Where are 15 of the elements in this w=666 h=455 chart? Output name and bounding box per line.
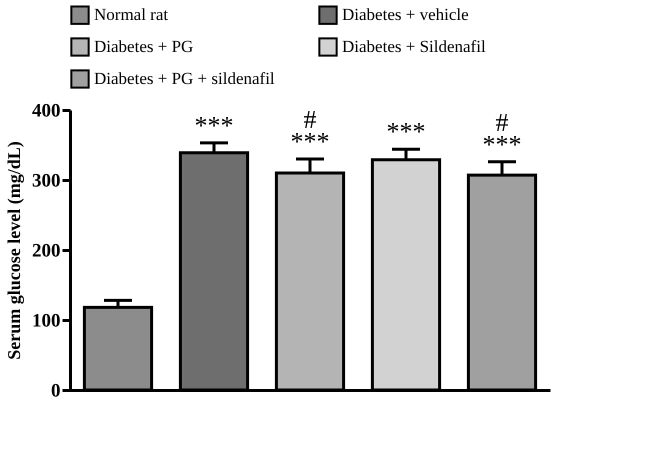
data-label: *** bbox=[386, 117, 426, 146]
y-tick-label: 100 bbox=[32, 310, 60, 332]
y-tick-label: 400 bbox=[32, 100, 60, 122]
text: # *** bbox=[290, 105, 330, 156]
y-tick-label: 300 bbox=[32, 170, 60, 192]
legend-label: Diabetes + vehicle bbox=[342, 5, 469, 24]
legend-label: Diabetes + PG + sildenafil bbox=[94, 69, 275, 88]
data-label: *** bbox=[194, 110, 234, 140]
legend-label: Diabetes + Sildenafil bbox=[342, 37, 486, 56]
y-tick-label: 0 bbox=[51, 380, 60, 402]
y-tick-label: 200 bbox=[32, 240, 60, 262]
legend-label: Normal rat bbox=[94, 5, 168, 24]
y-axis-title: Serum glucose level (mg/dL) bbox=[4, 141, 24, 360]
text: # *** bbox=[482, 108, 522, 159]
legend-label: Diabetes + PG bbox=[94, 37, 194, 56]
